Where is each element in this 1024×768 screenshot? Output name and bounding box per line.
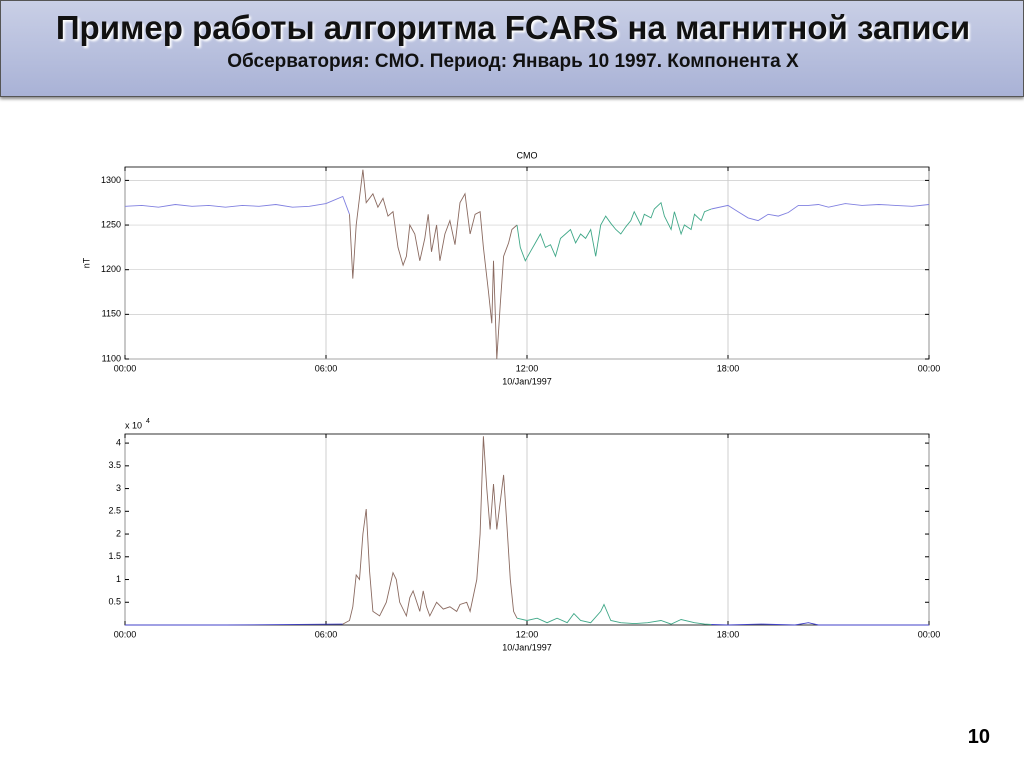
y-tick-label: 2.5	[108, 506, 121, 516]
x-tick-label: 18:00	[717, 363, 740, 373]
data-line	[711, 622, 929, 626]
x-tick-label: 12:00	[516, 629, 539, 639]
x-tick-label: 00:00	[114, 629, 137, 639]
data-line	[516, 603, 712, 625]
x-tick-label: 00:00	[918, 629, 941, 639]
x-axis-label: 10/Jan/1997	[502, 376, 552, 386]
y-tick-label: 3	[116, 483, 121, 493]
x-tick-label: 00:00	[114, 363, 137, 373]
y-tick-label: 1250	[101, 219, 121, 229]
header: Пример работы алгоритма FCARS на магнитн…	[0, 0, 1024, 97]
chart-title: CMO	[517, 150, 538, 160]
x-tick-label: 06:00	[315, 629, 338, 639]
y-tick-label: 3.5	[108, 460, 121, 470]
charts: CMO nT 10/Jan/1997 00:00 06:00 12:00 18:00 00:0…	[81, 150, 941, 652]
y-multiplier-exp: 4	[146, 418, 150, 425]
data-line	[342, 436, 518, 625]
y-tick-label: 1200	[101, 264, 121, 274]
x-tick-label: 06:00	[315, 363, 338, 373]
y-tick-label: 1100	[102, 353, 121, 363]
y-tick-label: 4	[116, 437, 121, 447]
slide-subtitle: Обсерватория: CMO. Период: Январь 10 199…	[227, 51, 799, 72]
x-tick-label: 12:00	[516, 363, 539, 373]
y-tick-label: 0.5	[108, 597, 121, 607]
y-axis-label: nT	[81, 257, 91, 268]
data-line	[124, 195, 350, 215]
page-number: 10	[967, 726, 990, 748]
y-multiplier: x 10	[125, 420, 142, 430]
x-axis-label: 10/Jan/1997	[502, 642, 552, 652]
data-line	[516, 201, 712, 262]
y-tick-label: 1.5	[108, 551, 121, 561]
data-line	[125, 623, 343, 626]
y-tick-label: 1150	[102, 309, 121, 319]
x-tick-label: 18:00	[717, 629, 740, 639]
x-tick-label: 00:00	[918, 363, 941, 373]
data-line	[349, 169, 518, 360]
y-tick-label: 2	[116, 528, 121, 538]
slide-title: Пример работы алгоритма FCARS на магнитн…	[55, 9, 971, 46]
data-line	[711, 203, 930, 222]
y-tick-label: 1	[116, 574, 121, 584]
y-tick-label: 1300	[101, 175, 121, 185]
